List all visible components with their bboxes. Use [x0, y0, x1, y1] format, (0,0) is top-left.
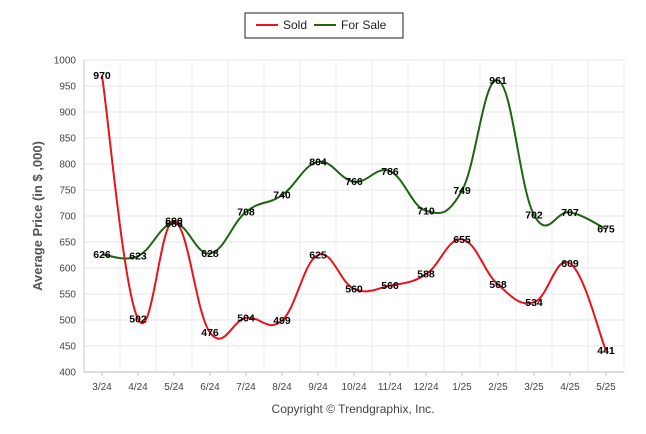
legend-label-for-sale: For Sale	[341, 18, 387, 32]
y-axis-title: Average Price (in $ ,000)	[30, 141, 45, 291]
x-tick-label: 12/24	[413, 382, 438, 393]
series-line-sold	[101, 75, 607, 352]
x-tick-label: 11/24	[378, 382, 403, 393]
x-tick-label: 6/24	[200, 382, 220, 393]
data-label-for-sale: 786	[381, 166, 399, 178]
x-tick-label: 3/25	[524, 382, 544, 393]
data-label-sold: 502	[129, 313, 147, 325]
data-label-sold: 441	[597, 345, 615, 357]
y-tick-label: 400	[59, 368, 76, 379]
series-line-for-sale	[101, 79, 607, 260]
data-label-sold: 560	[345, 283, 363, 295]
y-tick-label: 800	[59, 160, 76, 171]
data-label-sold: 568	[489, 279, 507, 291]
y-tick-label: 1000	[54, 56, 77, 67]
y-tick-label: 550	[59, 290, 76, 301]
x-tick-label: 9/24	[308, 382, 328, 393]
x-tick-label: 5/25	[596, 382, 616, 393]
x-tick-label: 10/24	[341, 382, 366, 393]
data-label-for-sale: 740	[273, 190, 291, 202]
y-tick-label: 850	[59, 134, 76, 145]
copyright-footer: Copyright © Trendgraphix, Inc.	[272, 402, 435, 416]
y-tick-label: 700	[59, 212, 76, 223]
x-tick-label: 7/24	[236, 382, 256, 393]
data-label-sold: 499	[273, 315, 291, 327]
legend: Sold For Sale	[244, 12, 404, 39]
data-label-sold: 655	[453, 234, 471, 246]
data-label-for-sale: 707	[561, 207, 579, 219]
data-label-for-sale: 675	[597, 224, 615, 236]
legend-label-sold: Sold	[283, 18, 307, 32]
data-label-sold: 609	[561, 258, 579, 270]
x-tick-label: 2/25	[488, 382, 508, 393]
data-labels: 970 502 690 476 504 499 625 560 566 588 655 568 534 6…	[93, 70, 615, 357]
data-label-for-sale: 766	[345, 176, 363, 188]
y-tick-label: 650	[59, 238, 76, 249]
data-label-sold: 588	[417, 269, 435, 281]
x-tick-label: 8/24	[272, 382, 292, 393]
data-label-sold: 566	[381, 280, 399, 292]
data-label-for-sale: 749	[453, 185, 471, 197]
data-label-sold: 534	[525, 297, 543, 309]
y-tick-label: 450	[59, 342, 76, 353]
data-label-for-sale: 710	[417, 205, 435, 217]
data-label-for-sale: 626	[93, 249, 111, 261]
y-tick-label: 600	[59, 264, 76, 275]
x-tick-label: 1/25	[452, 382, 472, 393]
y-tick-label: 950	[59, 82, 76, 93]
x-tick-label: 5/24	[164, 382, 184, 393]
data-label-for-sale: 702	[525, 209, 543, 221]
data-label-sold: 504	[237, 312, 255, 324]
data-label-sold: 476	[201, 327, 219, 339]
series-lines	[101, 75, 607, 352]
data-label-for-sale: 708	[237, 206, 255, 218]
data-label-sold: 970	[93, 70, 111, 82]
data-label-for-sale: 804	[309, 156, 327, 168]
data-label-for-sale: 628	[201, 248, 219, 260]
x-tick-label: 4/25	[560, 382, 580, 393]
data-label-for-sale: 623	[129, 251, 147, 263]
data-label-sold: 690	[165, 216, 183, 228]
axes: 400 450 500 550 600 650 700 750 800 850 900 950 1000…	[54, 56, 624, 393]
data-label-for-sale: 961	[489, 75, 507, 87]
y-tick-label: 750	[59, 186, 76, 197]
y-tick-label: 500	[59, 316, 76, 327]
x-tick-label: 3/24	[92, 382, 112, 393]
data-label-sold: 625	[309, 250, 327, 262]
data-label-for-sale: 686	[165, 218, 183, 230]
x-tick-label: 4/24	[128, 382, 148, 393]
y-tick-label: 900	[59, 108, 76, 119]
